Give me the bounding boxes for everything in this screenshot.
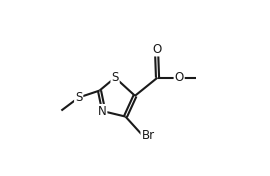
Text: O: O — [152, 43, 161, 55]
Text: O: O — [174, 71, 184, 84]
Text: S: S — [112, 71, 119, 84]
Text: N: N — [98, 105, 106, 118]
Text: S: S — [75, 91, 82, 104]
Text: Br: Br — [141, 129, 154, 142]
